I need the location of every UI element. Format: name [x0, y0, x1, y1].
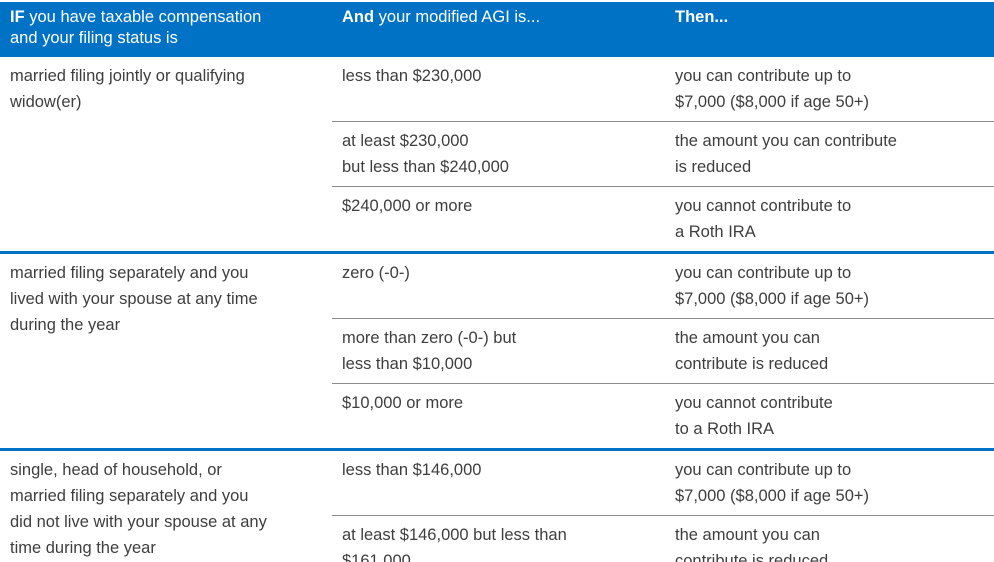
then-cell: you cannot contribute to a Roth IRA — [665, 383, 994, 450]
header-rest-text: your modified AGI is... — [374, 8, 541, 26]
agi-cell: $240,000 or more — [332, 186, 665, 253]
table-row: $240,000 or more you cannot contribute t… — [0, 186, 994, 253]
group-married-filing-separately-lived-with-spouse: married filing separately and you lived … — [0, 252, 994, 450]
table-row: at least $230,000 but less than $240,000… — [0, 121, 994, 187]
agi-cell: at least $230,000 but less than $240,000 — [332, 121, 665, 187]
agi-cell: less than $230,000 — [342, 67, 482, 85]
then-cell: the amount you can contribute is reduced — [665, 318, 994, 384]
table-row: $10,000 or more you cannot contribute to… — [0, 383, 994, 450]
agi-cell: at least $146,000 but less than $161,000 — [332, 515, 665, 562]
table-header: IF you have taxable compensation and you… — [0, 2, 994, 57]
agi-cell: zero (-0-) — [342, 264, 410, 282]
filing-status-cell: married filing separately and you lived … — [10, 264, 258, 334]
table-row: single, head of household, or married fi… — [0, 450, 994, 557]
header-rest-text: you have taxable compensation and your f… — [10, 8, 262, 47]
table-row: married filing separately and you lived … — [0, 253, 994, 334]
filing-status-cell: single, head of household, or married fi… — [10, 461, 267, 557]
header-bold-text: Then... — [675, 8, 729, 26]
column-header-then: Then... — [665, 2, 994, 57]
then-cell: you can contribute up to $7,000 ($8,000 … — [675, 67, 870, 111]
table-row: more than zero (-0-) but less than $10,0… — [0, 318, 994, 384]
then-cell: you can contribute up to $7,000 ($8,000 … — [675, 461, 870, 505]
then-cell: you can contribute up to $7,000 ($8,000 … — [675, 264, 870, 308]
header-row: IF you have taxable compensation and you… — [0, 2, 994, 57]
then-cell: the amount you can contribute is reduced — [665, 121, 994, 187]
agi-cell: less than $146,000 — [342, 461, 482, 479]
group-single-head-of-household: single, head of household, or married fi… — [0, 449, 994, 562]
filing-status-cell: married filing jointly or qualifying wid… — [10, 67, 245, 111]
then-cell: the amount you can contribute is reduced — [665, 515, 994, 562]
column-header-filing-status: IF you have taxable compensation and you… — [0, 2, 332, 57]
agi-cell: more than zero (-0-) but less than $10,0… — [332, 318, 665, 384]
column-header-agi: And your modified AGI is... — [332, 2, 665, 57]
agi-cell: $10,000 or more — [332, 383, 665, 450]
group-married-filing-jointly: married filing jointly or qualifying wid… — [0, 57, 994, 253]
header-bold-text: And — [342, 8, 375, 26]
header-bold-text: IF — [10, 8, 25, 26]
then-cell: you cannot contribute to a Roth IRA — [665, 186, 994, 253]
table-row: at least $146,000 but less than $161,000… — [0, 515, 994, 562]
table-row: married filing jointly or qualifying wid… — [0, 57, 994, 122]
